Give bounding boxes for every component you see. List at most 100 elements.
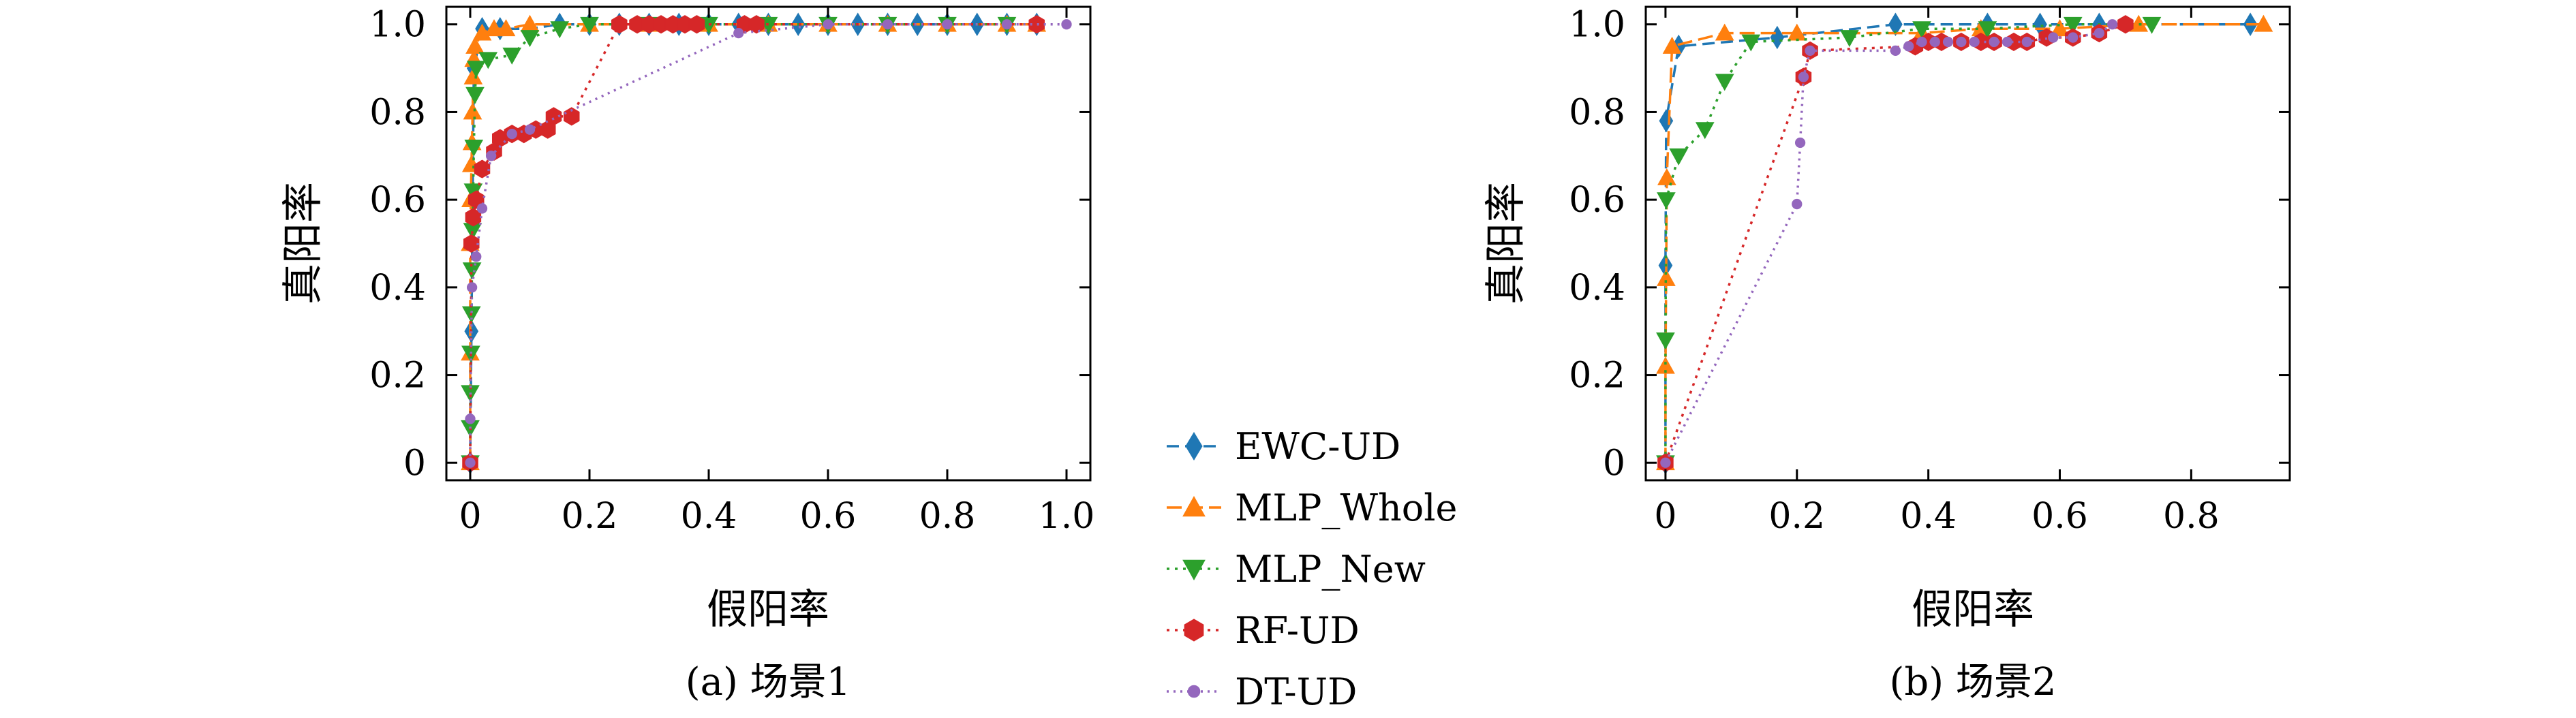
data-point-dt-ud <box>823 19 833 30</box>
data-point-ewc-ud <box>1659 109 1674 133</box>
data-point-dt-ud <box>733 27 744 39</box>
series-mlp-new <box>1656 16 2162 473</box>
panel-caption: (a) 场景1 <box>686 660 851 704</box>
data-point-dt-ud <box>2094 27 2105 39</box>
series-mlp-whole <box>461 14 1047 471</box>
data-point-mlp-new <box>1840 30 1859 48</box>
data-point-dt-ud <box>1805 45 1815 57</box>
panel-a-scene1: 0 0.2 0.4 0.6 0.8 1.0 0 0.2 0.4 0.6 0.8 1.0 假阳率 真阳率… <box>279 5 1094 704</box>
data-point-mlp-new <box>1741 34 1761 52</box>
legend-item-ewc-ud: EWC-UD <box>1167 425 1400 468</box>
data-point-rf-ud <box>545 107 562 126</box>
data-point-dt-ud <box>2106 19 2118 30</box>
y-axis-label: 真阳率 <box>1482 182 1530 305</box>
x-axis-label: 假阳率 <box>707 586 829 634</box>
data-point-dt-ud <box>942 19 953 30</box>
y-tick-label: 0.4 <box>1569 268 1625 309</box>
series-line-mlp-new <box>469 22 1007 463</box>
y-tick-label: 0.6 <box>1569 180 1625 221</box>
data-point-mlp-whole <box>1656 356 1675 374</box>
x-tick-label: 0.6 <box>2031 496 2088 537</box>
data-point-mlp-whole <box>1657 268 1676 286</box>
data-point-dt-ud <box>1001 19 1013 30</box>
data-point-dt-ud <box>1061 19 1072 30</box>
data-point-mlp-new <box>1695 122 1715 140</box>
plot-frame <box>1644 5 2291 482</box>
data-point-dt-ud <box>465 457 476 468</box>
data-point-rf-ud <box>474 159 491 178</box>
data-point-mlp-new <box>1978 21 1997 39</box>
legend-marker <box>1182 559 1206 581</box>
data-point-ewc-ud <box>1770 25 1785 50</box>
data-point-mlp-whole <box>472 23 492 41</box>
series-line-mlp-whole <box>1664 22 2264 463</box>
data-point-dt-ud <box>2002 36 2013 48</box>
legend-label: MLP_Whole <box>1235 486 1458 529</box>
data-point-rf-ud <box>688 15 705 34</box>
data-point-rf-ud <box>2117 15 2134 34</box>
x-tick-label: 0.6 <box>800 496 857 537</box>
data-point-dt-ud <box>506 128 517 140</box>
data-point-dt-ud <box>1890 45 1901 57</box>
data-point-mlp-new <box>1715 74 1734 91</box>
data-point-mlp-new <box>2063 16 2083 34</box>
series-ewc-ud <box>463 12 1044 475</box>
series-mlp-whole <box>1656 14 2273 471</box>
series-ewc-ud <box>1658 12 2258 475</box>
series-line-mlp-new <box>1664 22 2152 463</box>
data-point-rf-ud <box>748 15 765 34</box>
series-mlp-new <box>461 16 1017 473</box>
y-tick-label: 1.0 <box>369 5 426 46</box>
data-point-mlp-new <box>464 140 484 157</box>
legend-label: MLP_New <box>1235 548 1426 591</box>
legend-label: EWC-UD <box>1235 425 1400 468</box>
legend: EWC-UD MLP_Whole MLP_New RF-UD DT-UD <box>1167 425 1458 713</box>
data-point-mlp-whole <box>2254 14 2273 32</box>
x-tick-label: 0 <box>459 496 481 537</box>
legend-item-dt-ud: DT-UD <box>1167 670 1357 713</box>
data-point-dt-ud <box>476 203 488 214</box>
y-tick-label: 0.8 <box>369 92 426 133</box>
legend-item-mlp-whole: MLP_Whole <box>1167 486 1458 529</box>
data-point-dt-ud <box>1798 72 1809 82</box>
data-point-dt-ud <box>1660 457 1671 468</box>
data-point-dt-ud <box>485 151 497 161</box>
data-point-mlp-new <box>520 30 540 48</box>
data-point-dt-ud <box>1792 198 1803 210</box>
x-tick-label: 0.4 <box>681 496 737 537</box>
y-tick-label: 0 <box>403 443 426 484</box>
data-point-dt-ud <box>1916 36 1927 48</box>
data-point-dt-ud <box>1969 36 1980 48</box>
data-point-mlp-new <box>550 21 570 39</box>
data-point-dt-ud <box>1989 36 1999 48</box>
data-point-mlp-whole <box>2129 14 2149 32</box>
x-tick-label: 0.8 <box>919 496 976 537</box>
legend-marker <box>1182 495 1206 517</box>
data-point-mlp-new <box>1657 192 1676 210</box>
data-point-mlp-new <box>2142 16 2162 34</box>
data-point-ewc-ud <box>1888 12 1903 36</box>
data-point-dt-ud <box>1942 36 1954 48</box>
legend-marker <box>1184 619 1204 642</box>
data-point-rf-ud <box>563 107 580 126</box>
data-point-dt-ud <box>466 282 478 293</box>
x-tick-label: 0.8 <box>2163 496 2220 537</box>
data-point-mlp-whole <box>2050 19 2070 37</box>
data-point-mlp-whole <box>1715 23 1734 41</box>
data-point-dt-ud <box>882 19 893 30</box>
series-dt-ud <box>465 19 1072 468</box>
data-point-dt-ud <box>2048 32 2059 43</box>
data-point-mlp-new <box>465 87 485 104</box>
data-point-mlp-new <box>1669 148 1689 166</box>
y-tick-label: 0.4 <box>369 268 426 309</box>
legend-label: RF-UD <box>1235 609 1360 652</box>
series-line-dt-ud <box>1664 23 2113 464</box>
data-point-dt-ud <box>1794 137 1806 149</box>
legend-item-rf-ud: RF-UD <box>1167 609 1360 652</box>
x-tick-label: 1.0 <box>1039 496 1095 537</box>
y-tick-label: 0.2 <box>1569 356 1625 396</box>
legend-marker <box>1185 432 1203 461</box>
x-tick-label: 0.4 <box>1900 496 1957 537</box>
y-tick-label: 0.6 <box>369 180 426 221</box>
